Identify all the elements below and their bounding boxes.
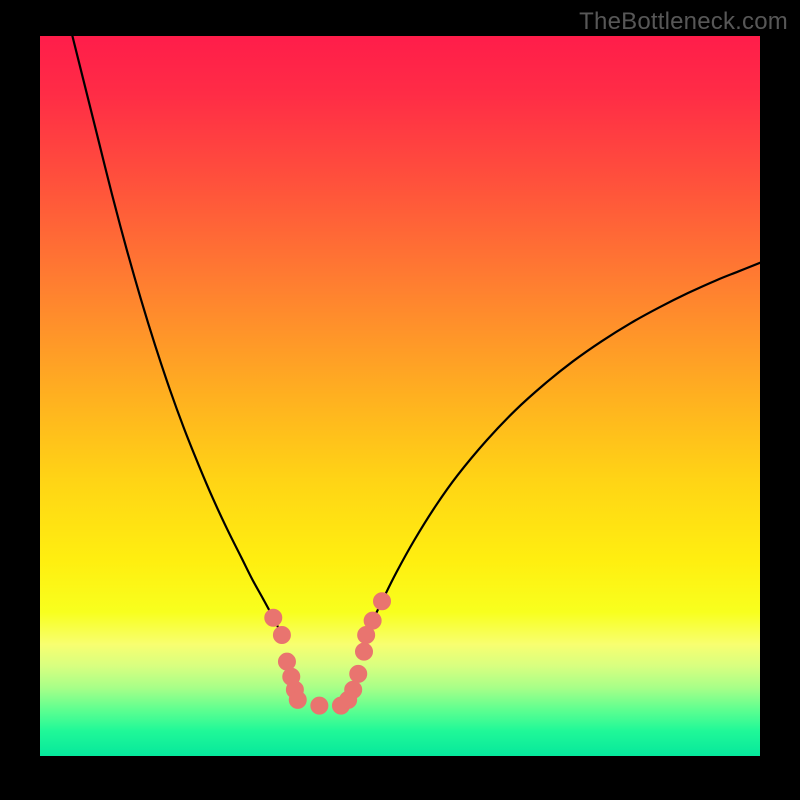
marker-point xyxy=(350,665,367,682)
plot-background xyxy=(40,36,760,756)
marker-point xyxy=(273,627,290,644)
marker-point xyxy=(364,612,381,629)
marker-point xyxy=(311,697,328,714)
marker-point xyxy=(289,691,306,708)
marker-point xyxy=(278,653,295,670)
marker-point xyxy=(356,643,373,660)
marker-point xyxy=(345,681,362,698)
chart-canvas: TheBottleneck.com xyxy=(0,0,800,800)
watermark-text: TheBottleneck.com xyxy=(579,8,788,36)
marker-point xyxy=(265,609,282,626)
marker-point xyxy=(374,593,391,610)
plot-svg xyxy=(40,36,760,756)
